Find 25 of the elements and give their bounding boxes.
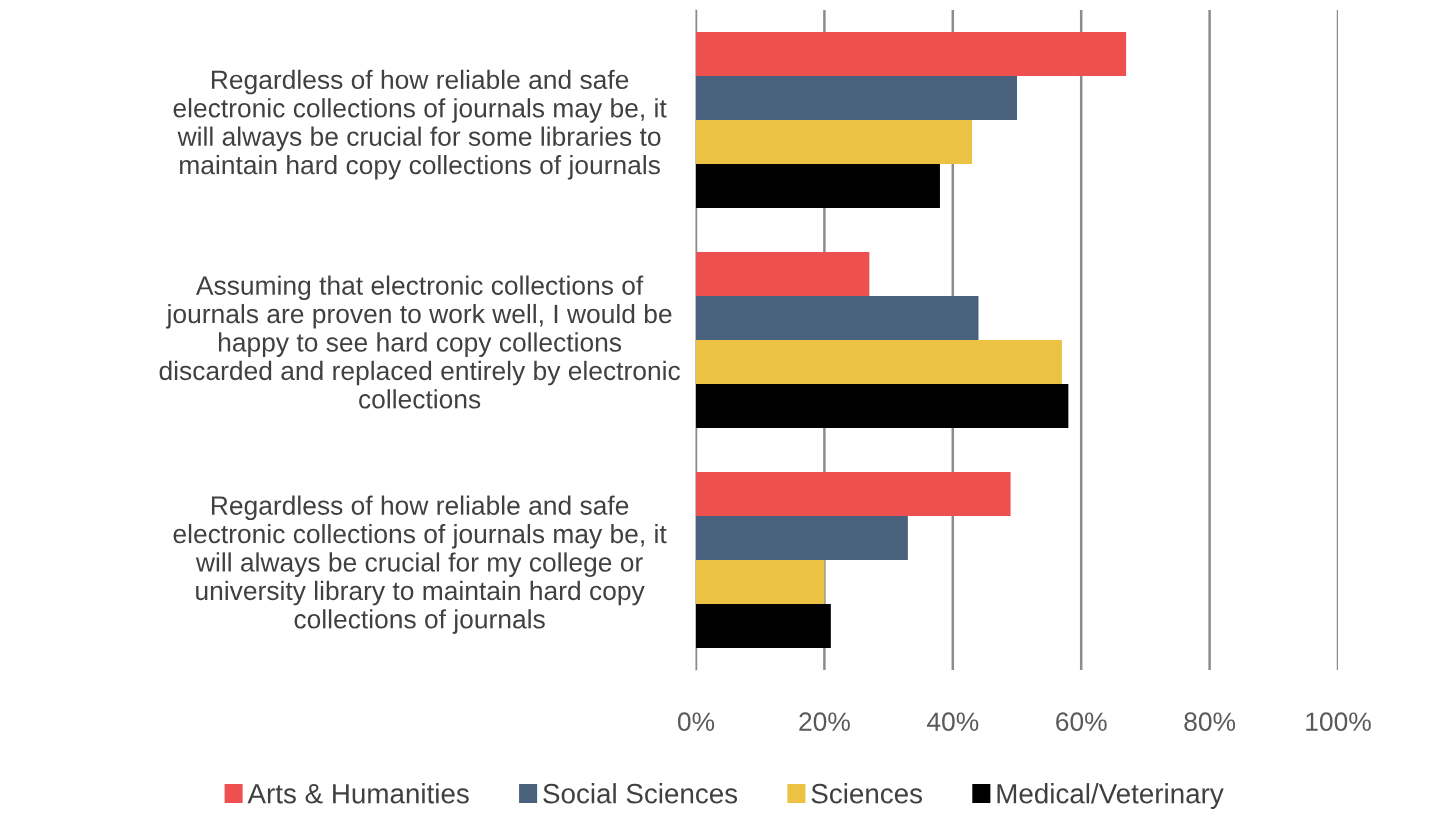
bar: [696, 252, 870, 296]
y-tick-label: Regardless of how reliable and safe electronic collections of journals may be, it will always be crucial for some libraries to maintain hard copy collections of journals: [173, 69, 667, 180]
bar: [696, 296, 979, 340]
x-tick-label: 20%: [799, 712, 850, 732]
bar: [696, 76, 1017, 120]
bar: [696, 120, 973, 164]
legend-label: Social Sciences: [543, 783, 738, 804]
y-tick-label: Assuming that electronic collections of journals are proven to work well, I would be happy to see hard copy collections discarded and replaced entirely by electronic collections: [159, 275, 680, 409]
bar: [696, 164, 940, 208]
legend-label: Arts & Humanities: [247, 783, 469, 804]
bar: [696, 604, 831, 648]
bar: [696, 32, 1127, 76]
bar: [696, 340, 1062, 384]
bar: [696, 516, 908, 560]
legend-label: Sciences: [811, 783, 923, 804]
x-tick-label: 0%: [677, 712, 715, 732]
bar: [696, 472, 1011, 516]
x-tick-label: 60%: [1056, 712, 1107, 732]
x-tick-label: 80%: [1184, 712, 1236, 732]
y-tick-label: Regardless of how reliable and safe electronic collections of journals may be, it will always be crucial for my college or university library to maintain hard copy collections of journals: [173, 495, 667, 634]
bar: [696, 384, 1069, 428]
legend-label: Medical/Veterinary: [997, 783, 1224, 809]
bar: [696, 560, 825, 604]
x-tick-label: 40%: [927, 712, 979, 732]
x-tick-label: 100%: [1306, 712, 1371, 732]
